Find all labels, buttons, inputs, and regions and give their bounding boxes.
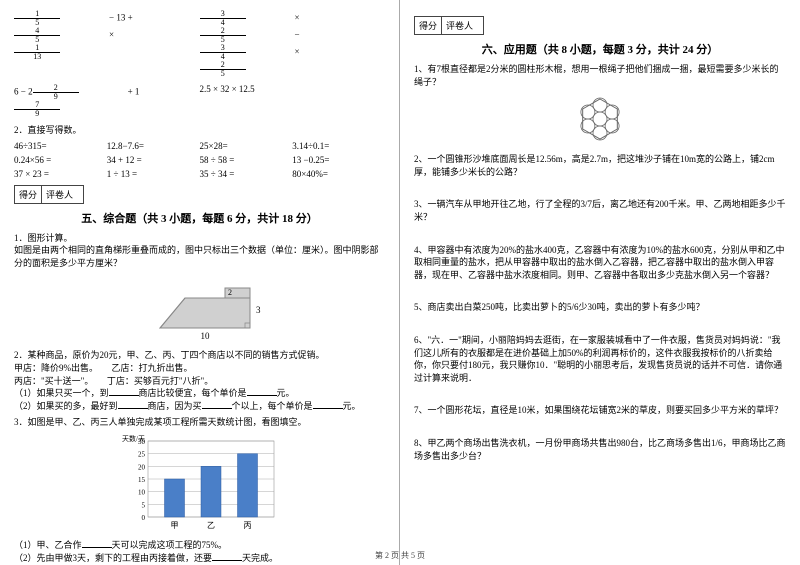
svg-text:10: 10 — [200, 331, 210, 341]
svg-text:0: 0 — [141, 514, 145, 522]
svg-text:25: 25 — [138, 451, 146, 459]
big-expr-2: 6 − 229 + 179 2.5 × 32 × 12.5 — [14, 84, 385, 118]
q6-5: 5、商店卖出白菜250吨，比卖出萝卜的5/6少30吨，卖出的萝卜有多少吨？ — [414, 301, 786, 314]
svg-text:丙: 丙 — [243, 521, 251, 530]
expr-row: 46÷315=12.8−7.6=25×28=3.14÷0.1= — [14, 141, 385, 151]
bar-chart: 051015202530天数/天甲乙丙 — [14, 433, 385, 535]
trapezoid-fig: 10 3 2 — [14, 273, 385, 345]
score-label: 得分 — [15, 186, 42, 203]
q6-6: 6、"六．一"期间，小丽陪妈妈去逛街，在一家服装城看中了一件衣服，售货员对妈妈说… — [414, 334, 786, 384]
svg-text:甲: 甲 — [170, 521, 178, 530]
svg-text:天数/天: 天数/天 — [122, 434, 145, 443]
section-6-header: 六、应用题（共 8 小题，每题 3 分，共计 24 分） — [414, 41, 786, 57]
q6-2: 2、一个圆锥形沙堆底面周长是12.56m，高是2.7m，把这堆沙子铺在10m宽的… — [414, 153, 786, 178]
q5-1: 1．图形计算。如图是由两个相同的直角梯形重叠而成的，图中只标出三个数据（单位：厘… — [14, 232, 385, 270]
score-label: 得分 — [415, 17, 442, 34]
q5-2: 2．某种商品，原价为20元，甲、乙、丙、丁四个商店以不同的销售方式促销。甲店：降… — [14, 349, 385, 412]
svg-text:2: 2 — [228, 288, 232, 297]
q5-3: 3．如图是甲、乙、丙三人单独完成某项工程所需天数统计图，看图填空。 — [14, 416, 385, 429]
score-box-left: 得分 评卷人 — [14, 185, 84, 204]
score-box-right: 得分 评卷人 — [414, 16, 484, 35]
q6-7: 7、一个圆形花坛，直径是10米，如果围绕花坛铺宽2米的草皮，则要买回多少平方米的… — [414, 404, 786, 417]
q6-8: 8、甲乙两个商场出售洗衣机，一月份甲商场共售出980台，比乙商场多售出1/6，甲… — [414, 437, 786, 462]
svg-text:乙: 乙 — [207, 521, 215, 530]
section-5-header: 五、综合题（共 3 小题，每题 6 分，共计 18 分） — [14, 210, 385, 226]
hexagon-fig — [414, 92, 786, 149]
page-footer: 第 2 页 共 5 页 — [0, 550, 800, 561]
expr-row: 37 × 23 =1 ÷ 13 =35 ÷ 34 =80×40%= — [14, 169, 385, 179]
big-expr-1: 15 − 13 + 45 × 113 34 × 25 − 34 × 25 — [14, 10, 385, 78]
q6-3: 3、一辆汽车从甲地开往乙地，行了全程的3/7后，离乙地还有200千米。甲、乙两地… — [414, 198, 786, 223]
grader-label: 评卷人 — [442, 17, 477, 34]
q6-4: 4、甲容器中有浓度为20%的盐水400克，乙容器中有浓度为10%的盐水600克，… — [414, 244, 786, 282]
expr-row: 0.24×56 =34 + 12 =58 ÷ 58 =13 −0.25= — [14, 155, 385, 165]
svg-text:10: 10 — [138, 489, 146, 497]
svg-text:5: 5 — [141, 501, 145, 509]
q6-1: 1、有7根直径都是2分米的圆柱形木棍，想用一根绳子把他们捆成一捆，最短需要多少米… — [414, 63, 786, 88]
q2-label: 2．直接写得数。 — [14, 124, 385, 137]
grader-label: 评卷人 — [42, 186, 77, 203]
svg-text:20: 20 — [138, 463, 146, 471]
svg-text:15: 15 — [138, 476, 146, 484]
svg-text:3: 3 — [256, 305, 261, 315]
